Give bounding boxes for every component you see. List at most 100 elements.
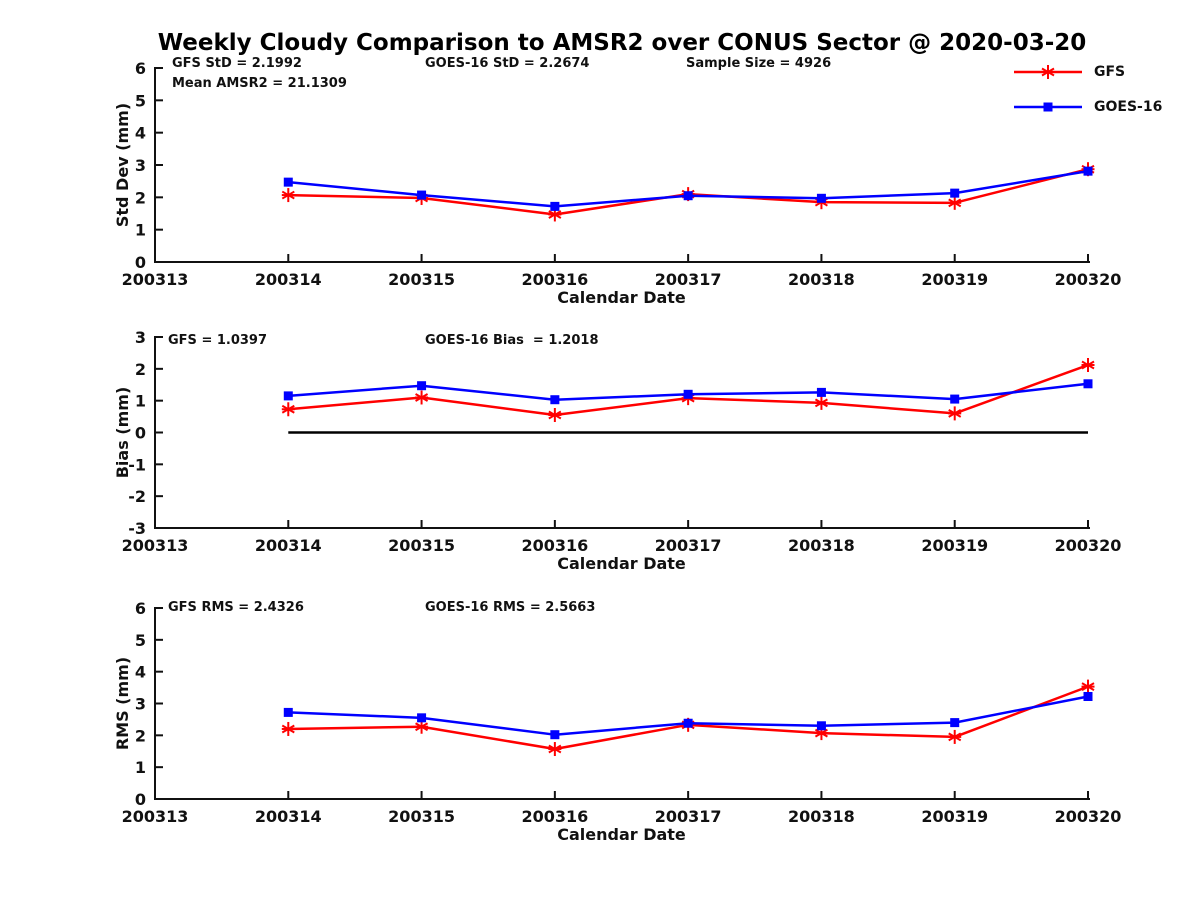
std-dev-mm-gfs-marker: [281, 188, 295, 203]
y-axis-label: Bias (mm): [113, 387, 132, 479]
annotation-text: GOES-16 Bias = 1.2018: [425, 333, 599, 348]
goes16-legend-marker-icon: [1014, 102, 1082, 112]
x-axis-tick-label: 200317: [655, 536, 722, 555]
x-axis-tick-label: 200320: [1055, 270, 1122, 289]
y-axis-tick-label: 3: [135, 695, 146, 714]
std-dev-mm-goes-16-marker: [816, 193, 826, 203]
y-axis-tick-label: -1: [128, 455, 146, 474]
bias-mm-gfs-marker: [548, 407, 562, 422]
bias-mm-goes-16-marker: [1083, 379, 1093, 389]
x-axis-tick-label: 200314: [255, 807, 322, 826]
rms-mm-goes-16-marker: [417, 713, 427, 723]
bias-mm-goes-16-marker: [816, 387, 826, 397]
x-axis-tick-label: 200315: [388, 536, 455, 555]
y-axis-label: Std Dev (mm): [113, 103, 132, 227]
rms-mm-gfs-marker: [1081, 679, 1095, 694]
y-axis-tick-label: 0: [135, 790, 146, 809]
y-axis-label: RMS (mm): [113, 657, 132, 750]
bias-mm-gfs-marker: [281, 402, 295, 417]
bias-mm-gfs-marker: [415, 390, 429, 405]
annotation-text: Sample Size = 4926: [686, 56, 831, 71]
rms-mm-chart: 0 1 2 3 4 5 6 200313 200314 200315 200316 200317 200…: [113, 599, 1121, 844]
x-axis-tick-label: 200318: [788, 270, 855, 289]
y-axis-tick-label: 3: [135, 156, 146, 175]
y-axis-tick-label: -3: [128, 519, 146, 538]
bias-mm-gfs-marker: [814, 395, 828, 410]
std-dev-mm-goes-16-marker: [417, 190, 427, 200]
std-dev-mm-goes-16-marker: [1083, 166, 1093, 176]
x-axis-tick-label: 200317: [655, 270, 722, 289]
x-axis-tick-label: 200316: [521, 807, 588, 826]
y-axis-tick-label: 6: [135, 59, 146, 78]
bias-mm-gfs-marker: [1081, 358, 1095, 373]
y-axis-tick-label: 1: [135, 392, 146, 411]
rms-mm-goes-16-marker: [950, 718, 960, 728]
annotation-text: GFS = 1.0397: [168, 333, 267, 348]
annotation-text: GOES-16 RMS = 2.5663: [425, 600, 595, 615]
bias-mm-gfs-marker: [948, 406, 962, 421]
x-axis-tick-label: 200319: [921, 536, 988, 555]
y-axis-tick-label: 3: [135, 328, 146, 347]
x-axis-tick-label: 200319: [921, 270, 988, 289]
x-axis-label: Calendar Date: [557, 825, 686, 844]
x-axis-tick-label: 200317: [655, 807, 722, 826]
rms-mm-goes-16-marker: [683, 718, 693, 728]
x-axis-tick-label: 200318: [788, 807, 855, 826]
y-axis-tick-label: 2: [135, 726, 146, 745]
std-dev-mm-chart: 0 1 2 3 4 5 6 200313 200314 200315 200316 200317 200…: [113, 56, 1121, 307]
x-axis-tick-label: 200320: [1055, 536, 1122, 555]
std-dev-mm-goes-16-marker: [283, 177, 293, 187]
rms-mm-goes-16-marker: [1083, 691, 1093, 701]
y-axis-tick-label: 1: [135, 221, 146, 240]
annotation-text: Mean AMSR2 = 21.1309: [172, 76, 347, 91]
x-axis-tick-label: 200314: [255, 270, 322, 289]
bias-mm-goes-16-marker: [683, 389, 693, 399]
annotation-text: GOES-16 StD = 2.2674: [425, 56, 589, 71]
x-axis-tick-label: 200313: [122, 270, 189, 289]
legend: GFS GOES-16: [1012, 60, 1162, 130]
y-axis-tick-label: 0: [135, 253, 146, 272]
bias-mm-goes-16-marker: [950, 394, 960, 404]
rms-mm-goes-16-marker: [816, 721, 826, 731]
legend-entry-goes16: GOES-16: [1012, 95, 1162, 119]
y-axis-tick-label: 0: [135, 424, 146, 443]
chart-title: Weekly Cloudy Comparison to AMSR2 over C…: [157, 30, 1087, 56]
rms-mm-goes-16-marker: [283, 707, 293, 717]
bias-mm-chart: -3 -2 -1 0 1 2 3 200313 200314 200315 200316 200317…: [113, 328, 1121, 573]
x-axis-tick-label: 200315: [388, 270, 455, 289]
std-dev-mm-gfs-marker: [948, 195, 962, 210]
x-axis-tick-label: 200320: [1055, 807, 1122, 826]
legend-label-goes16: GOES-16: [1094, 99, 1163, 115]
annotation-text: GFS StD = 2.1992: [172, 56, 302, 71]
x-axis-tick-label: 200313: [122, 807, 189, 826]
x-axis-label: Calendar Date: [557, 288, 686, 307]
x-axis-tick-label: 200313: [122, 536, 189, 555]
y-axis-tick-label: 5: [135, 631, 146, 650]
std-dev-mm-goes-16-marker: [683, 191, 693, 201]
legend-label-gfs: GFS: [1094, 64, 1126, 80]
x-axis-tick-label: 200318: [788, 536, 855, 555]
x-axis-tick-label: 200319: [921, 807, 988, 826]
legend-entry-gfs: GFS: [1012, 60, 1162, 84]
rms-mm-gfs-marker: [548, 742, 562, 757]
bias-mm-goes-16-marker: [283, 391, 293, 401]
y-axis-tick-label: 2: [135, 360, 146, 379]
bias-mm-goes-16-marker: [550, 395, 560, 405]
x-axis-tick-label: 200315: [388, 807, 455, 826]
std-dev-mm-goes-16-marker: [550, 201, 560, 211]
bias-mm-goes-16-marker: [417, 381, 427, 391]
x-axis-tick-label: 200314: [255, 536, 322, 555]
x-axis-tick-label: 200316: [521, 536, 588, 555]
y-axis-tick-label: 1: [135, 758, 146, 777]
x-axis-tick-label: 200316: [521, 270, 588, 289]
y-axis-tick-label: 6: [135, 599, 146, 618]
y-axis-tick-label: 5: [135, 91, 146, 110]
gfs-legend-marker-icon: [1014, 65, 1082, 79]
rms-mm-gfs-marker: [281, 721, 295, 736]
y-axis-tick-label: 4: [135, 663, 146, 682]
std-dev-mm-goes-16-marker: [950, 188, 960, 198]
x-axis-label: Calendar Date: [557, 554, 686, 573]
y-axis-tick-label: -2: [128, 487, 146, 506]
annotation-text: GFS RMS = 2.4326: [168, 600, 304, 615]
